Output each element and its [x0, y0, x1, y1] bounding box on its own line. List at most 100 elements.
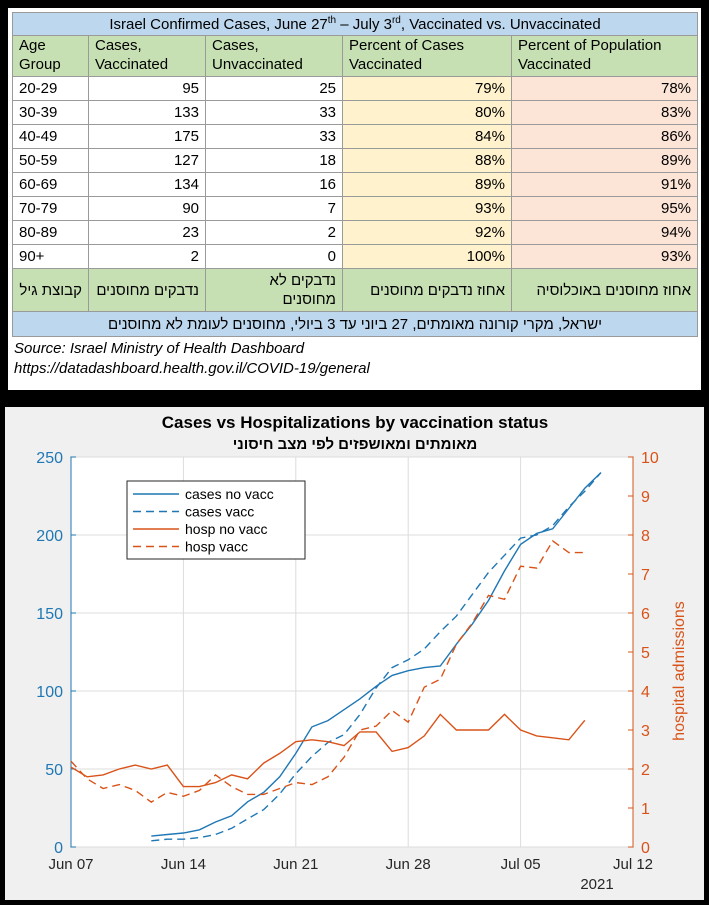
source-note: Source: Israel Ministry of Health Dashbo…: [14, 339, 370, 379]
table-cell: 50-59: [12, 148, 89, 173]
table-cell: 2: [205, 220, 343, 245]
hebrew-column-header: קבוצת גיל: [12, 268, 89, 312]
hebrew-title: ישראל, מקרי קורונה מאומתים, 27 ביוני עד …: [11, 311, 699, 337]
table-cell: 16: [205, 172, 343, 197]
table-row: 40-49 175 33 84% 86%: [12, 124, 699, 149]
table-cell: 30-39: [12, 100, 89, 125]
table-cell: 90+: [12, 244, 89, 269]
table-cell: 7: [205, 196, 343, 221]
table-row: 30-39 133 33 80% 83%: [12, 100, 699, 125]
table-cell: 93%: [342, 196, 512, 221]
table-cell: 18: [205, 148, 343, 173]
right-tick-label: 1: [641, 801, 650, 818]
table-cell: 93%: [510, 244, 699, 269]
table-cell: 25: [205, 76, 343, 101]
hebrew-header-row: קבוצת גיל נדבקים מחוסנים נדבקים לא מחוסנים…: [12, 268, 699, 312]
right-tick-label: 6: [641, 606, 650, 623]
x-tick-label: Jul 12: [613, 856, 653, 873]
source-url: https://datadashboard.health.gov.il/COVI…: [14, 360, 370, 377]
series-line-hosp-vacc: [70, 539, 585, 803]
table-cell: 60-69: [12, 172, 89, 197]
table-cell: 89%: [342, 172, 512, 197]
column-header: Percent of Population Vaccinated: [510, 35, 699, 77]
table-cell: 80%: [342, 100, 512, 125]
table-cell: 70-79: [12, 196, 89, 221]
left-tick-label: 250: [36, 450, 63, 467]
hebrew-column-header: נדבקים לא מחוסנים: [205, 268, 343, 312]
header-row: Age Group Cases, Vaccinated Cases, Unvacci…: [12, 35, 699, 77]
column-header: Cases, Unvaccinated: [205, 35, 343, 77]
chart-panel: Cases vs Hospitalizations by vaccination…: [5, 407, 704, 900]
table-cell: 83%: [510, 100, 699, 125]
table-cell: 79%: [342, 76, 512, 101]
legend-label: cases no vacc: [185, 486, 274, 502]
table-cell: 134: [88, 172, 206, 197]
right-tick-label: 7: [641, 567, 650, 584]
right-tick-label: 0: [641, 840, 650, 857]
left-tick-label: 150: [36, 606, 63, 623]
table-cell: 94%: [510, 220, 699, 245]
table-cell: 133: [88, 100, 206, 125]
table-cell: 78%: [510, 76, 699, 101]
table-row: 80-89 23 2 92% 94%: [12, 220, 699, 245]
right-tick-label: 10: [641, 450, 659, 467]
left-tick-label: 200: [36, 528, 63, 545]
right-tick-label: 3: [641, 723, 650, 740]
table-cell: 86%: [510, 124, 699, 149]
legend-label: hosp no vacc: [185, 521, 268, 537]
table-cell: 90: [88, 196, 206, 221]
table-cell: 33: [205, 124, 343, 149]
legend-label: cases vacc: [185, 504, 254, 520]
table-row: 70-79 90 7 93% 95%: [12, 196, 699, 221]
table-cell: 92%: [342, 220, 512, 245]
table-cell: 84%: [342, 124, 512, 149]
column-header: Percent of Cases Vaccinated: [342, 35, 512, 77]
table-cell: 91%: [510, 172, 699, 197]
table-cell: 95: [88, 76, 206, 101]
x-tick-label: Jun 14: [161, 856, 206, 873]
chart-subtitle: מאומתים ומאושפזים לפי מצב חיסוני: [233, 436, 477, 453]
table-row: 20-29 95 25 79% 78%: [12, 76, 699, 101]
left-tick-label: 0: [54, 840, 63, 857]
right-tick-label: 8: [641, 528, 650, 545]
left-tick-label: 100: [36, 684, 63, 701]
series-line-hosp-no-vacc: [70, 713, 586, 788]
column-header: Cases, Vaccinated: [88, 35, 206, 77]
table-cell: 80-89: [12, 220, 89, 245]
table-cell: 33: [205, 100, 343, 125]
x-tick-label: Jun 07: [48, 856, 93, 873]
x-tick-label: Jun 21: [273, 856, 318, 873]
table-cell: 89%: [510, 148, 699, 173]
x-tick-label: Jun 28: [386, 856, 431, 873]
source-line: Source: Israel Ministry of Health Dashbo…: [14, 340, 305, 357]
line-chart: Cases vs Hospitalizations by vaccination…: [36, 413, 688, 893]
hebrew-column-header: אחוז נדבקים מחוסנים: [342, 268, 512, 312]
column-header: Age Group: [12, 35, 89, 77]
table-cell: 20-29: [12, 76, 89, 101]
table-title: Israel Confirmed Cases, June 27th – July…: [11, 12, 699, 36]
table-cell: 88%: [342, 148, 512, 173]
table-cell: 23: [88, 220, 206, 245]
right-tick-label: 5: [641, 645, 650, 662]
legend-label: hosp vacc: [185, 539, 248, 555]
table-row: 60-69 134 16 89% 91%: [12, 172, 699, 197]
table-cell: 127: [88, 148, 206, 173]
series-line-cases-vacc: [151, 472, 602, 842]
vaccination-table-panel: Israel Confirmed Cases, June 27th – July…: [8, 8, 701, 390]
right-axis-label: hospital admissions: [671, 601, 688, 741]
year-label: 2021: [580, 876, 613, 893]
table-cell: 95%: [510, 196, 699, 221]
hebrew-column-header: נדבקים מחוסנים: [88, 268, 206, 312]
left-tick-label: 50: [45, 762, 63, 779]
table-row: 90+ 2 0 100% 93%: [12, 244, 699, 269]
table-cell: 0: [205, 244, 343, 269]
table-cell: 40-49: [12, 124, 89, 149]
table-cell: 175: [88, 124, 206, 149]
chart-title: Cases vs Hospitalizations by vaccination…: [162, 413, 548, 432]
cases-table: Israel Confirmed Cases, June 27th – July…: [11, 12, 699, 337]
x-tick-label: Jul 05: [501, 856, 541, 873]
right-tick-label: 9: [641, 489, 650, 506]
table-row: 50-59 127 18 88% 89%: [12, 148, 699, 173]
series-line-cases-no-vacc: [151, 472, 602, 837]
